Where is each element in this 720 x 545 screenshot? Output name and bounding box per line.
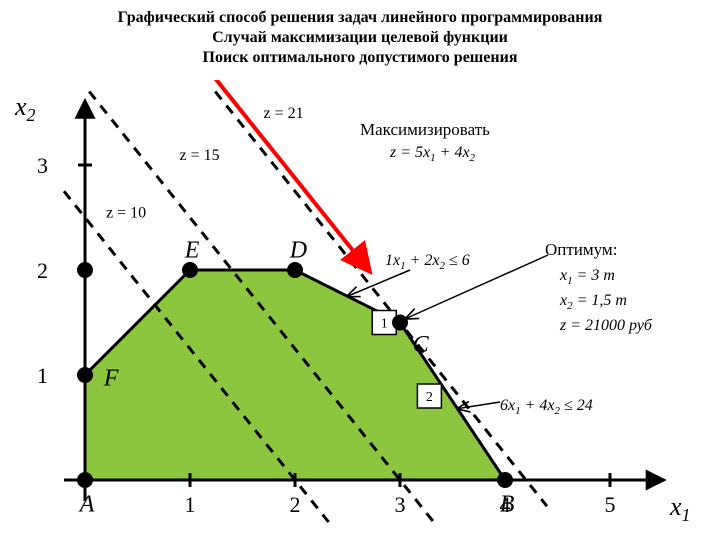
- vertex-dot: [287, 262, 303, 278]
- vertex-label: A: [78, 492, 95, 518]
- optimum-heading: Оптимум:: [545, 240, 617, 259]
- callout-number: 1: [381, 317, 388, 332]
- constraint-2: 6x1 + 4x2 ≤ 24: [500, 397, 593, 417]
- chart-area: z = 10z = 15z = 211234512312ABCDEF x2 x1…: [0, 80, 720, 540]
- title-line-1: Графический способ решения задач линейно…: [0, 8, 720, 28]
- chart-svg: z = 10z = 15z = 211234512312ABCDEF x2 x1…: [0, 80, 720, 540]
- vertex-label: E: [184, 237, 200, 263]
- figure-container: Графический способ решения задач линейно…: [0, 0, 720, 540]
- x-tick-label: 1: [185, 492, 196, 517]
- vertex-label: F: [103, 366, 119, 392]
- vertex-label: B: [500, 492, 515, 518]
- title-line-2: Случай максимизации целевой функции: [0, 28, 720, 48]
- maximize-formula: z = 5x1 + 4x2: [389, 144, 476, 164]
- optimum-line-3: z = 21000 руб: [559, 317, 653, 334]
- iso-label: z = 10: [106, 205, 146, 222]
- x-axis-label: x1: [669, 492, 691, 525]
- vertex-dot: [182, 262, 198, 278]
- pointer-constraint-1: [348, 270, 411, 296]
- constraint-1: 1x1 + 2x2 ≤ 6: [385, 252, 470, 272]
- vertex-label: D: [289, 237, 307, 263]
- title-line-3: Поиск оптимального допустимого решения: [0, 48, 720, 68]
- y-tick-label: 1: [37, 363, 48, 388]
- callout-number: 2: [426, 390, 433, 405]
- extra-dot: [77, 262, 93, 278]
- y-tick-label: 2: [37, 258, 48, 283]
- optimum-line-1: x1 = 3 m: [559, 267, 615, 287]
- vertex-label: C: [413, 332, 430, 358]
- iso-label: z = 21: [264, 105, 304, 122]
- vertex-dot: [392, 315, 408, 331]
- y-axis-label: x2: [14, 92, 36, 125]
- title-block: Графический способ решения задач линейно…: [0, 8, 720, 68]
- optimum-line-2: x2 = 1,5 m: [559, 292, 627, 312]
- vertex-dot: [77, 472, 93, 488]
- maximize-heading: Максимизировать: [360, 120, 490, 139]
- iso-label: z = 15: [180, 147, 220, 164]
- vertex-dot: [497, 472, 513, 488]
- vertex-dot: [77, 367, 93, 383]
- x-tick-label: 5: [605, 492, 616, 517]
- x-tick-label: 2: [290, 492, 301, 517]
- x-tick-label: 3: [395, 492, 406, 517]
- y-tick-label: 3: [37, 153, 48, 178]
